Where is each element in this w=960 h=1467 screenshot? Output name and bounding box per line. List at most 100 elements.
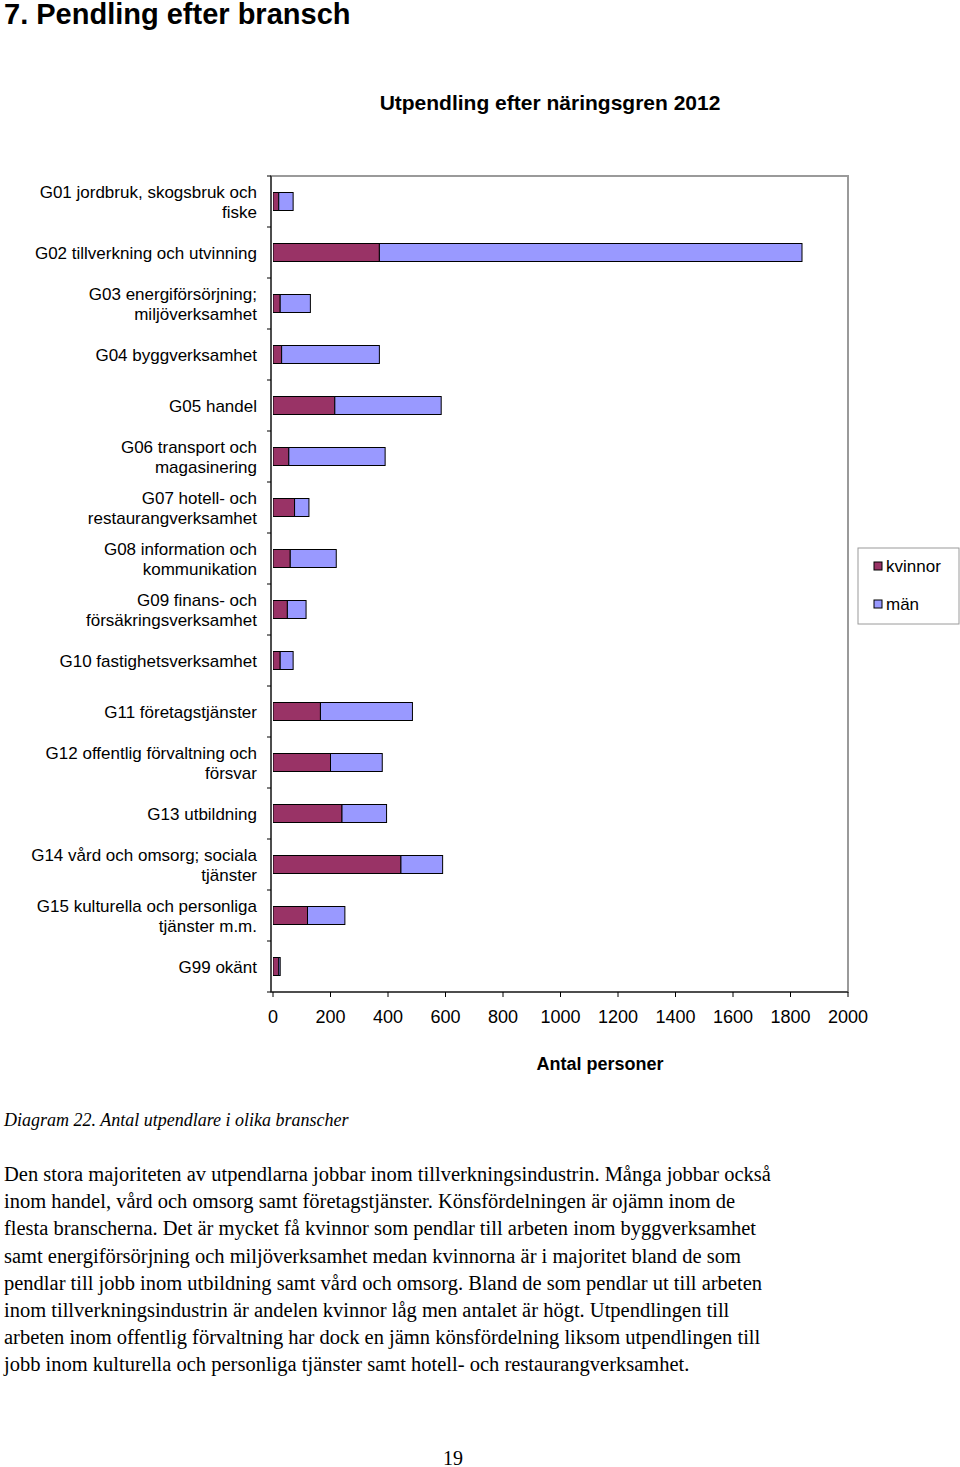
bar-segment — [273, 703, 320, 721]
category-label: G04 byggverksamhet — [95, 346, 257, 365]
bar-segment — [273, 805, 342, 823]
heading: 7. Pendling efter bransch — [4, 0, 350, 30]
x-tick-label: 1200 — [598, 1007, 638, 1027]
body-line: flesta branscherna. Det är mycket få kvi… — [4, 1217, 756, 1240]
category-tick — [267, 431, 271, 432]
bar-segment — [273, 193, 279, 211]
x-tick — [273, 992, 274, 997]
bar-segment — [273, 499, 295, 517]
body-line: samt energiförsörjning och miljöverksamh… — [4, 1245, 741, 1268]
category-tick — [267, 941, 271, 942]
bar-segment — [273, 652, 280, 670]
category-label-line: G15 kulturella och personliga — [37, 897, 258, 916]
category-label: G11 företagstjänster — [104, 703, 257, 722]
category-label: G99 okänt — [179, 958, 258, 977]
body-line: Den stora majoriteten av utpendlarna job… — [4, 1163, 771, 1186]
category-label: G13 utbildning — [147, 805, 257, 824]
legend-swatch — [874, 562, 882, 570]
category-label-line: G11 företagstjänster — [104, 703, 257, 722]
bar-segment — [289, 448, 385, 466]
category-label-line: G05 handel — [169, 397, 257, 416]
category-label-line: miljöverksamhet — [134, 305, 257, 324]
x-tick — [733, 992, 734, 997]
bar-segment — [273, 907, 308, 925]
category-tick — [267, 839, 271, 840]
body-line: arbeten inom offentlig förvaltning har d… — [4, 1326, 761, 1349]
category-tick — [267, 686, 271, 687]
x-tick-label: 1400 — [655, 1007, 695, 1027]
body-line: inom tillverkningsindustrin är andelen k… — [4, 1299, 730, 1322]
category-label: G08 information ochkommunikation — [104, 540, 257, 579]
category-label: G07 hotell- ochrestaurangverksamhet — [88, 489, 257, 528]
category-tick — [267, 992, 271, 993]
category-label-line: försvar — [205, 764, 257, 783]
category-label-line: G13 utbildning — [147, 805, 257, 824]
bar-segment — [335, 397, 441, 415]
category-tick — [267, 635, 271, 636]
legend-box — [858, 548, 959, 624]
category-label-line: försäkringsverksamhet — [86, 611, 257, 630]
bar-segment — [273, 958, 279, 976]
category-label-line: G14 vård och omsorg; sociala — [31, 846, 257, 865]
category-label: G15 kulturella och personligatjänster m.… — [37, 897, 258, 936]
category-tick — [267, 737, 271, 738]
category-label-line: tjänster m.m. — [159, 917, 257, 936]
x-tick-label: 200 — [315, 1007, 345, 1027]
category-tick — [267, 533, 271, 534]
category-label-line: restaurangverksamhet — [88, 509, 257, 528]
category-label-line: G03 energiförsörjning; — [89, 285, 257, 304]
category-tick — [267, 788, 271, 789]
bar-segment — [331, 754, 383, 772]
x-tick-label: 1600 — [713, 1007, 753, 1027]
category-label-line: G09 finans- och — [137, 591, 257, 610]
category-label-line: G12 offentlig förvaltning och — [46, 744, 257, 763]
x-tick-label: 0 — [268, 1007, 278, 1027]
x-tick — [790, 992, 791, 997]
bar-segment — [273, 448, 289, 466]
x-tick — [848, 992, 849, 997]
bar-segment — [342, 805, 387, 823]
bar-segment — [401, 856, 443, 874]
bar-segment — [295, 499, 309, 517]
category-label-line: G01 jordbruk, skogsbruk och — [40, 183, 257, 202]
legend-label: män — [886, 595, 919, 614]
category-label-line: G06 transport och — [121, 438, 257, 457]
category-label: G02 tillverkning och utvinning — [35, 244, 257, 263]
legend-label: kvinnor — [886, 557, 941, 576]
category-tick — [267, 482, 271, 483]
bar-segment — [273, 295, 280, 313]
bar-segment — [273, 244, 379, 262]
body-line: pendlar till jobb inom utbildning samt v… — [4, 1272, 762, 1295]
category-label-line: fiske — [222, 203, 257, 222]
category-tick — [267, 584, 271, 585]
category-label-line: G04 byggverksamhet — [95, 346, 257, 365]
bar-segment — [273, 754, 331, 772]
chart-title: Utpendling efter näringsgren 2012 — [380, 91, 721, 114]
bar-segment — [273, 397, 335, 415]
x-tick-label: 2000 — [828, 1007, 868, 1027]
x-axis-label: Antal personer — [536, 1054, 663, 1074]
category-label-line: G10 fastighetsverksamhet — [60, 652, 258, 671]
background — [0, 0, 960, 1467]
bar-segment — [287, 601, 306, 619]
category-label-line: G08 information och — [104, 540, 257, 559]
bar-segment — [308, 907, 345, 925]
category-label-line: tjänster — [201, 866, 257, 885]
bars — [273, 193, 802, 976]
bar-segment — [280, 295, 310, 313]
bar-segment — [280, 652, 293, 670]
legend-swatch — [874, 600, 882, 608]
category-label: G09 finans- ochförsäkringsverksamhet — [86, 591, 257, 630]
category-label-line: G99 okänt — [179, 958, 258, 977]
bar-segment — [279, 958, 280, 976]
category-label: G10 fastighetsverksamhet — [60, 652, 258, 671]
category-label: G01 jordbruk, skogsbruk ochfiske — [40, 183, 257, 222]
bar-segment — [273, 550, 290, 568]
x-axis-line — [271, 992, 848, 993]
category-tick — [267, 890, 271, 891]
x-tick — [560, 992, 561, 997]
x-tick — [675, 992, 676, 997]
body-line: jobb inom kulturella och personliga tjän… — [3, 1353, 689, 1376]
x-tick — [503, 992, 504, 997]
x-tick — [445, 992, 446, 997]
